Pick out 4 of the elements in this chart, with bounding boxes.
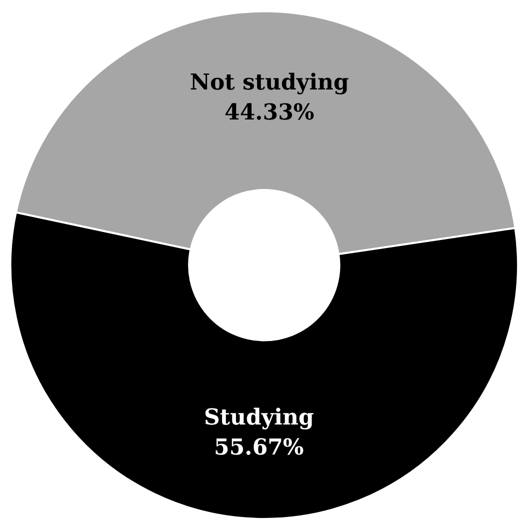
slice-label: Studying xyxy=(204,404,314,431)
slice-label: Not studying xyxy=(190,70,349,96)
data-label: 55.67% xyxy=(214,434,304,461)
data-label: 44.33% xyxy=(224,100,314,126)
